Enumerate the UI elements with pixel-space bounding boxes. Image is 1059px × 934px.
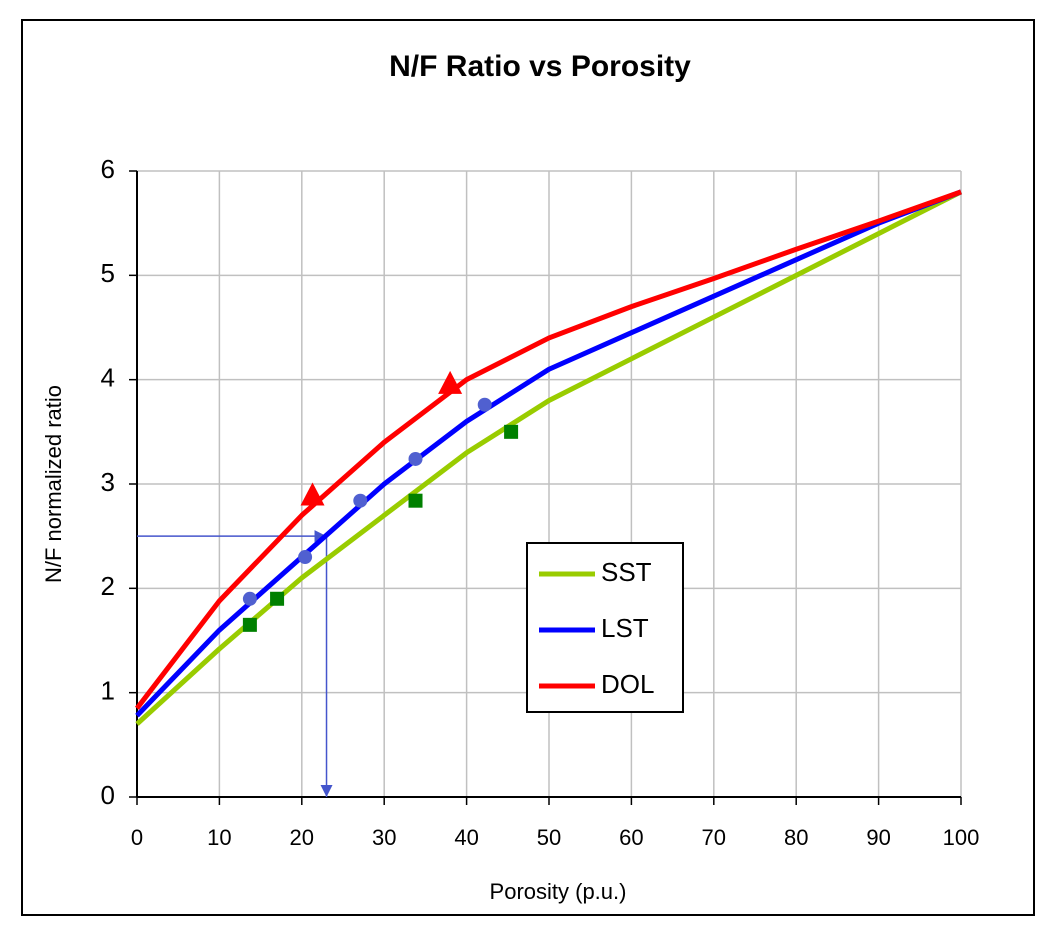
marker-square: [504, 424, 519, 439]
y-tick-label: 5: [101, 258, 115, 288]
x-tick-label: 90: [866, 825, 890, 850]
x-tick-label: 80: [784, 825, 808, 850]
y-tick-label: 4: [101, 363, 115, 393]
y-tick-label: 3: [101, 467, 115, 497]
marker-triangle: [438, 370, 463, 394]
legend-label: DOL: [601, 669, 654, 699]
marker-square: [270, 591, 285, 606]
chart-border: [21, 19, 1035, 916]
marker-circle: [477, 397, 492, 412]
marker-circle: [298, 550, 313, 565]
legend-label: SST: [601, 557, 652, 587]
x-tick-label: 20: [290, 825, 314, 850]
arrow-head: [314, 530, 327, 543]
x-tick-label: 50: [537, 825, 561, 850]
legend-label: LST: [601, 613, 649, 643]
arrow-head: [320, 785, 333, 797]
x-tick-label: 0: [131, 825, 143, 850]
chart-title: N/F Ratio vs Porosity: [389, 50, 691, 83]
x-tick-label: 30: [372, 825, 396, 850]
x-tick-label: 70: [702, 825, 726, 850]
x-tick-label: 40: [454, 825, 478, 850]
y-tick-label: 1: [101, 676, 115, 706]
x-axis-label: Porosity (p.u.): [490, 879, 627, 904]
marker-circle: [242, 591, 257, 606]
y-tick-label: 0: [101, 780, 115, 810]
series-line: [135, 189, 962, 718]
y-tick-label: 2: [101, 571, 115, 601]
y-axis-label: N/F normalized ratio: [41, 385, 66, 583]
marker-circle: [408, 451, 423, 466]
x-tick-label: 10: [207, 825, 231, 850]
y-tick-label: 6: [101, 154, 115, 184]
marker-circle: [353, 493, 368, 508]
marker-square: [408, 493, 423, 508]
marker-square: [242, 617, 257, 632]
series-line: [135, 189, 962, 710]
x-tick-label: 60: [619, 825, 643, 850]
marker-triangle: [300, 482, 325, 506]
x-tick-label: 100: [943, 825, 980, 850]
